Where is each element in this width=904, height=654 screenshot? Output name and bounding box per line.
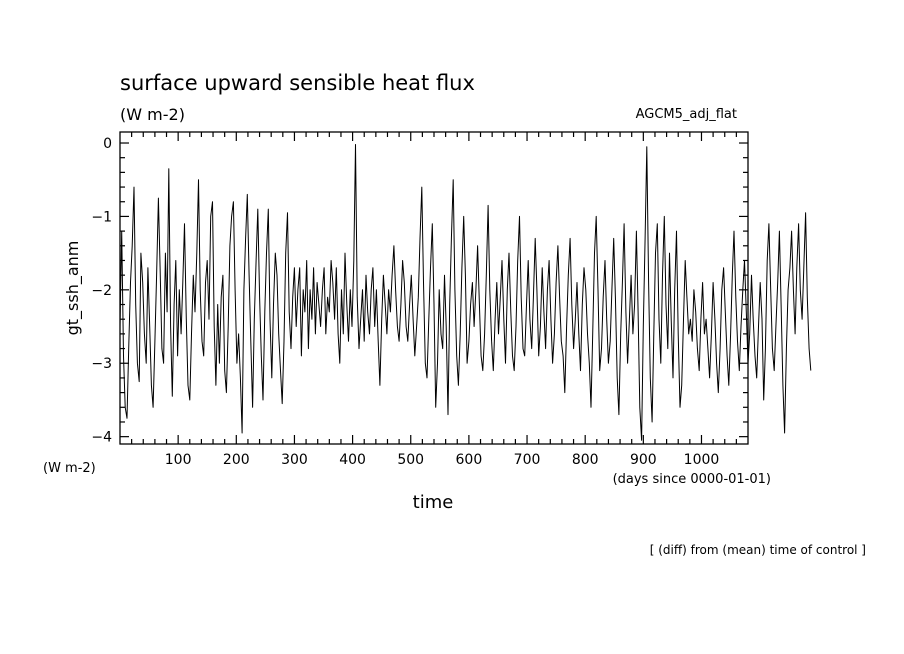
y-axis-label: gt_ssh_anm bbox=[63, 241, 83, 336]
axis-ticks: 100 200 300 400 500 600 700 800 900 1000 0 −1 −2 −3 −4 bbox=[91, 132, 748, 468]
x-tick-label: 900 bbox=[630, 452, 657, 468]
x-tick-label: 100 bbox=[165, 452, 192, 468]
experiment-label: AGCM5_adj_flat bbox=[636, 107, 737, 122]
x-tick-label: 600 bbox=[456, 452, 483, 468]
x-tick-label: 400 bbox=[339, 452, 366, 468]
x-axis-label: time bbox=[413, 492, 454, 513]
y-tick-label: −3 bbox=[91, 356, 112, 372]
chart-title: surface upward sensible heat flux bbox=[120, 71, 475, 95]
y-tick-label: 0 bbox=[103, 136, 112, 152]
y-tick-label: −2 bbox=[91, 283, 112, 299]
y-tick-label: −1 bbox=[91, 209, 112, 225]
series-line bbox=[119, 144, 812, 441]
x-tick-label: 300 bbox=[281, 452, 308, 468]
line-layer bbox=[119, 144, 812, 441]
x-tick-label: 200 bbox=[223, 452, 250, 468]
x-tick-label: 700 bbox=[514, 452, 541, 468]
y-axis-units: (W m-2) bbox=[43, 461, 96, 476]
x-tick-label: 500 bbox=[397, 452, 424, 468]
x-tick-label: 1000 bbox=[684, 452, 720, 468]
x-tick-label: 800 bbox=[572, 452, 599, 468]
x-axis-units: (days since 0000-01-01) bbox=[613, 472, 771, 487]
footnote: [ (diff) from (mean) time of control ] bbox=[650, 543, 866, 557]
chart-units: (W m-2) bbox=[120, 105, 185, 124]
y-tick-label: −4 bbox=[91, 430, 112, 446]
